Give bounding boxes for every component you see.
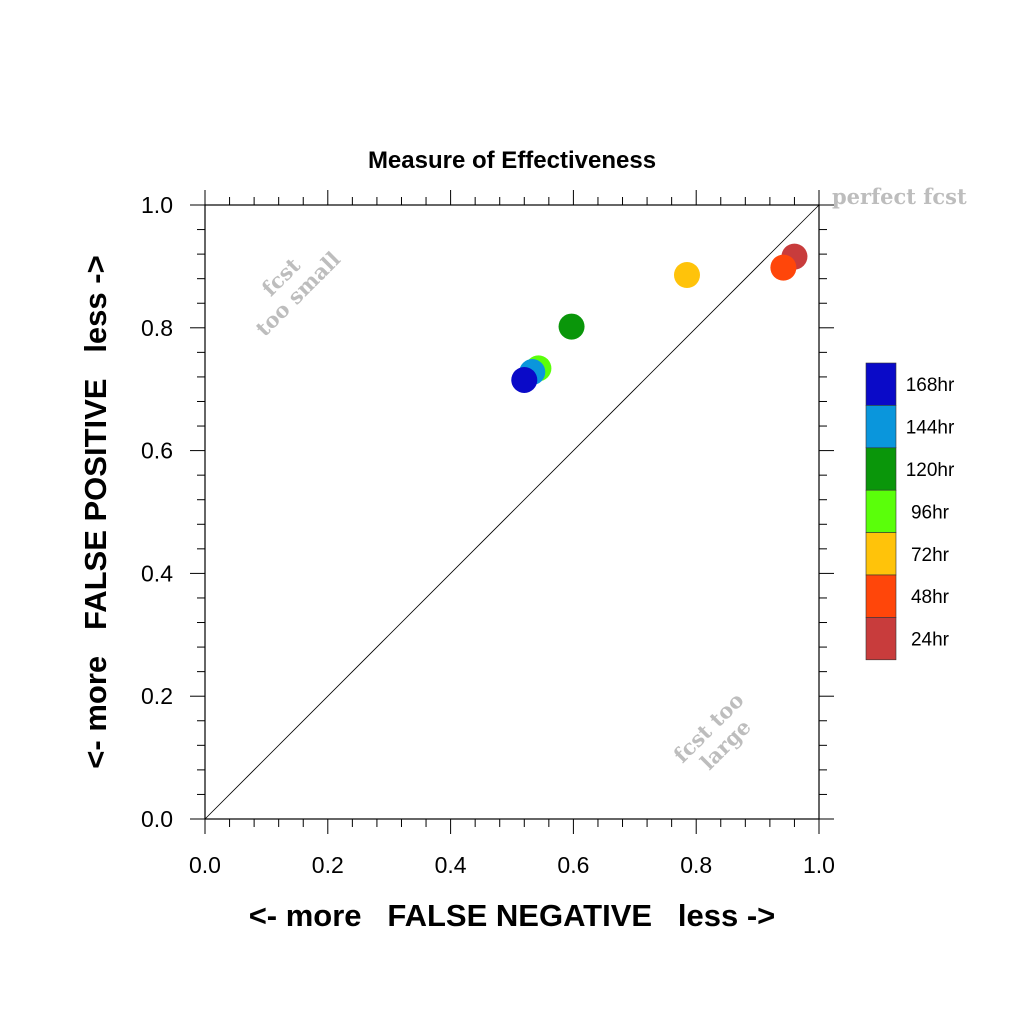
point-168hr	[511, 366, 538, 393]
y-tick-label: 0.0	[141, 806, 173, 832]
x-tick-label: 0.4	[435, 852, 467, 878]
x-tick-label: 0.2	[312, 852, 344, 878]
x-tick-label: 0.0	[189, 852, 221, 878]
legend-swatch-168hr	[865, 362, 897, 406]
annotation-too-small-line2: too small	[251, 247, 346, 342]
y-tick-label: 0.4	[141, 560, 173, 586]
x-axis-label: <- more FALSE NEGATIVE less ->	[249, 898, 776, 933]
x-tick-label: 0.8	[680, 852, 712, 878]
point-120hr	[558, 313, 585, 340]
x-tick-label: 0.6	[557, 852, 589, 878]
legend: 168hr 144hr 120hr 96hr 72hr 48hr 24hr	[865, 362, 955, 661]
annotation-fcst-too-large: fcst too large	[668, 687, 755, 774]
legend-swatch-144hr	[865, 405, 897, 449]
legend-label-168hr: 168hr	[906, 375, 955, 396]
legend-label-24hr: 24hr	[911, 630, 950, 651]
x-tick-label: 1.0	[803, 852, 835, 878]
legend-swatch-120hr	[865, 447, 897, 491]
axis-ticks	[190, 190, 834, 834]
y-axis-label: <- more FALSE POSITIVE less ->	[78, 255, 113, 768]
legend-swatch-48hr	[865, 574, 897, 618]
legend-label-48hr: 48hr	[911, 587, 950, 608]
point-48hr	[770, 254, 797, 281]
plot-frame	[204, 204, 820, 820]
legend-label-144hr: 144hr	[906, 418, 955, 439]
legend-label-72hr: 72hr	[911, 545, 950, 566]
diagonal-reference-line	[204, 204, 820, 820]
data-points	[511, 243, 808, 393]
legend-label-120hr: 120hr	[906, 460, 955, 481]
y-tick-label: 0.6	[141, 438, 173, 464]
annotation-perfect-fcst: perfect fcst	[832, 184, 967, 209]
chart-title: Measure of Effectiveness	[368, 147, 656, 174]
point-72hr	[673, 261, 700, 288]
legend-label-96hr: 96hr	[911, 502, 950, 523]
y-tick-label: 1.0	[141, 192, 173, 218]
tick-labels: 0.0 0.2 0.4 0.6 0.8 1.0 0.0 0.2 0.4 0.6 0.8 1.0	[141, 192, 835, 878]
y-tick-label: 0.8	[141, 315, 173, 341]
legend-swatch-24hr	[865, 617, 897, 661]
legend-swatch-72hr	[865, 532, 897, 576]
legend-swatch-96hr	[865, 489, 897, 533]
y-tick-label: 0.2	[141, 683, 173, 709]
annotation-fcst-too-small: fcst too small	[251, 247, 346, 342]
